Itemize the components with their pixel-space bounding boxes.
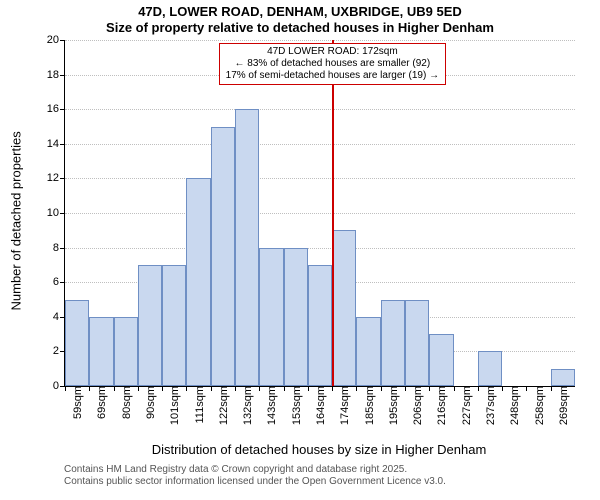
x-tick-label: 122sqm bbox=[218, 386, 230, 425]
x-tick-label: 153sqm bbox=[291, 386, 303, 425]
histogram-bar bbox=[211, 127, 235, 387]
y-tick-label: 4 bbox=[53, 311, 65, 323]
annotation-box: 47D LOWER ROAD: 172sqm← 83% of detached … bbox=[219, 43, 446, 85]
histogram-bar bbox=[259, 248, 283, 386]
histogram-bar bbox=[381, 300, 405, 387]
y-tick-label: 18 bbox=[47, 69, 65, 81]
y-tick-label: 12 bbox=[47, 172, 65, 184]
histogram-bar bbox=[235, 109, 259, 386]
histogram-bar bbox=[284, 248, 308, 386]
x-tick-mark bbox=[381, 386, 382, 391]
histogram-bar bbox=[478, 351, 502, 386]
x-tick-mark bbox=[284, 386, 285, 391]
x-tick-mark bbox=[65, 386, 66, 391]
x-tick-label: 80sqm bbox=[121, 386, 133, 419]
plot-area: 0246810121416182059sqm69sqm80sqm90sqm101… bbox=[64, 40, 575, 387]
x-tick-mark bbox=[332, 386, 333, 391]
y-tick-label: 0 bbox=[53, 380, 65, 392]
footer-line-1: Contains HM Land Registry data © Crown c… bbox=[64, 464, 446, 476]
y-tick-label: 8 bbox=[53, 242, 65, 254]
histogram-bar bbox=[405, 300, 429, 387]
x-tick-mark bbox=[186, 386, 187, 391]
gridline bbox=[65, 109, 575, 110]
x-tick-label: 216sqm bbox=[437, 386, 449, 425]
x-tick-mark bbox=[308, 386, 309, 391]
x-tick-mark bbox=[526, 386, 527, 391]
x-tick-mark bbox=[405, 386, 406, 391]
x-tick-label: 132sqm bbox=[242, 386, 254, 425]
histogram-bar bbox=[551, 369, 575, 386]
x-tick-label: 69sqm bbox=[97, 386, 109, 419]
footer-line-2: Contains public sector information licen… bbox=[64, 476, 446, 488]
annotation-line-1: 47D LOWER ROAD: 172sqm bbox=[226, 46, 439, 58]
x-tick-label: 269sqm bbox=[558, 386, 570, 425]
x-tick-mark bbox=[551, 386, 552, 391]
gridline bbox=[65, 213, 575, 214]
y-tick-label: 20 bbox=[47, 34, 65, 46]
histogram-bar bbox=[65, 300, 89, 387]
histogram-bar bbox=[89, 317, 113, 386]
x-tick-mark bbox=[89, 386, 90, 391]
x-tick-label: 101sqm bbox=[169, 386, 181, 425]
annotation-line-3: 17% of semi-detached houses are larger (… bbox=[226, 70, 439, 82]
histogram-bar bbox=[162, 265, 186, 386]
y-tick-label: 6 bbox=[53, 276, 65, 288]
x-tick-label: 143sqm bbox=[267, 386, 279, 425]
x-tick-label: 185sqm bbox=[364, 386, 376, 425]
x-tick-label: 111sqm bbox=[194, 386, 206, 424]
x-tick-label: 227sqm bbox=[461, 386, 473, 425]
x-tick-mark bbox=[211, 386, 212, 391]
x-tick-label: 59sqm bbox=[72, 386, 84, 419]
x-tick-label: 195sqm bbox=[388, 386, 400, 425]
y-tick-label: 16 bbox=[47, 103, 65, 115]
x-axis-label: Distribution of detached houses by size … bbox=[64, 442, 574, 457]
histogram-bar bbox=[186, 178, 210, 386]
x-tick-mark bbox=[162, 386, 163, 391]
title-line-2: Size of property relative to detached ho… bbox=[0, 20, 600, 36]
gridline bbox=[65, 178, 575, 179]
x-tick-mark bbox=[138, 386, 139, 391]
marker-line bbox=[332, 40, 334, 386]
histogram-bar bbox=[332, 230, 356, 386]
x-tick-label: 164sqm bbox=[315, 386, 327, 425]
histogram-bar bbox=[138, 265, 162, 386]
y-tick-label: 10 bbox=[47, 207, 65, 219]
x-tick-mark bbox=[235, 386, 236, 391]
x-tick-mark bbox=[454, 386, 455, 391]
x-tick-mark bbox=[259, 386, 260, 391]
chart-container: 47D, LOWER ROAD, DENHAM, UXBRIDGE, UB9 5… bbox=[0, 0, 600, 500]
histogram-bar bbox=[114, 317, 138, 386]
x-tick-mark bbox=[114, 386, 115, 391]
gridline bbox=[65, 40, 575, 41]
chart-title: 47D, LOWER ROAD, DENHAM, UXBRIDGE, UB9 5… bbox=[0, 0, 600, 35]
x-tick-mark bbox=[478, 386, 479, 391]
x-tick-label: 248sqm bbox=[509, 386, 521, 425]
x-tick-mark bbox=[356, 386, 357, 391]
histogram-bar bbox=[429, 334, 453, 386]
gridline bbox=[65, 248, 575, 249]
x-tick-label: 206sqm bbox=[412, 386, 424, 425]
x-tick-mark bbox=[502, 386, 503, 391]
gridline bbox=[65, 144, 575, 145]
y-tick-label: 2 bbox=[53, 345, 65, 357]
histogram-bar bbox=[356, 317, 380, 386]
x-tick-label: 237sqm bbox=[485, 386, 497, 425]
x-tick-label: 90sqm bbox=[145, 386, 157, 419]
y-axis-label: Number of detached properties bbox=[9, 131, 24, 310]
x-tick-label: 258sqm bbox=[534, 386, 546, 425]
title-line-1: 47D, LOWER ROAD, DENHAM, UXBRIDGE, UB9 5… bbox=[0, 4, 600, 20]
annotation-line-2: ← 83% of detached houses are smaller (92… bbox=[226, 58, 439, 70]
histogram-bar bbox=[308, 265, 332, 386]
x-tick-label: 174sqm bbox=[339, 386, 351, 425]
footer-attribution: Contains HM Land Registry data © Crown c… bbox=[64, 464, 446, 488]
x-tick-mark bbox=[429, 386, 430, 391]
y-tick-label: 14 bbox=[47, 138, 65, 150]
